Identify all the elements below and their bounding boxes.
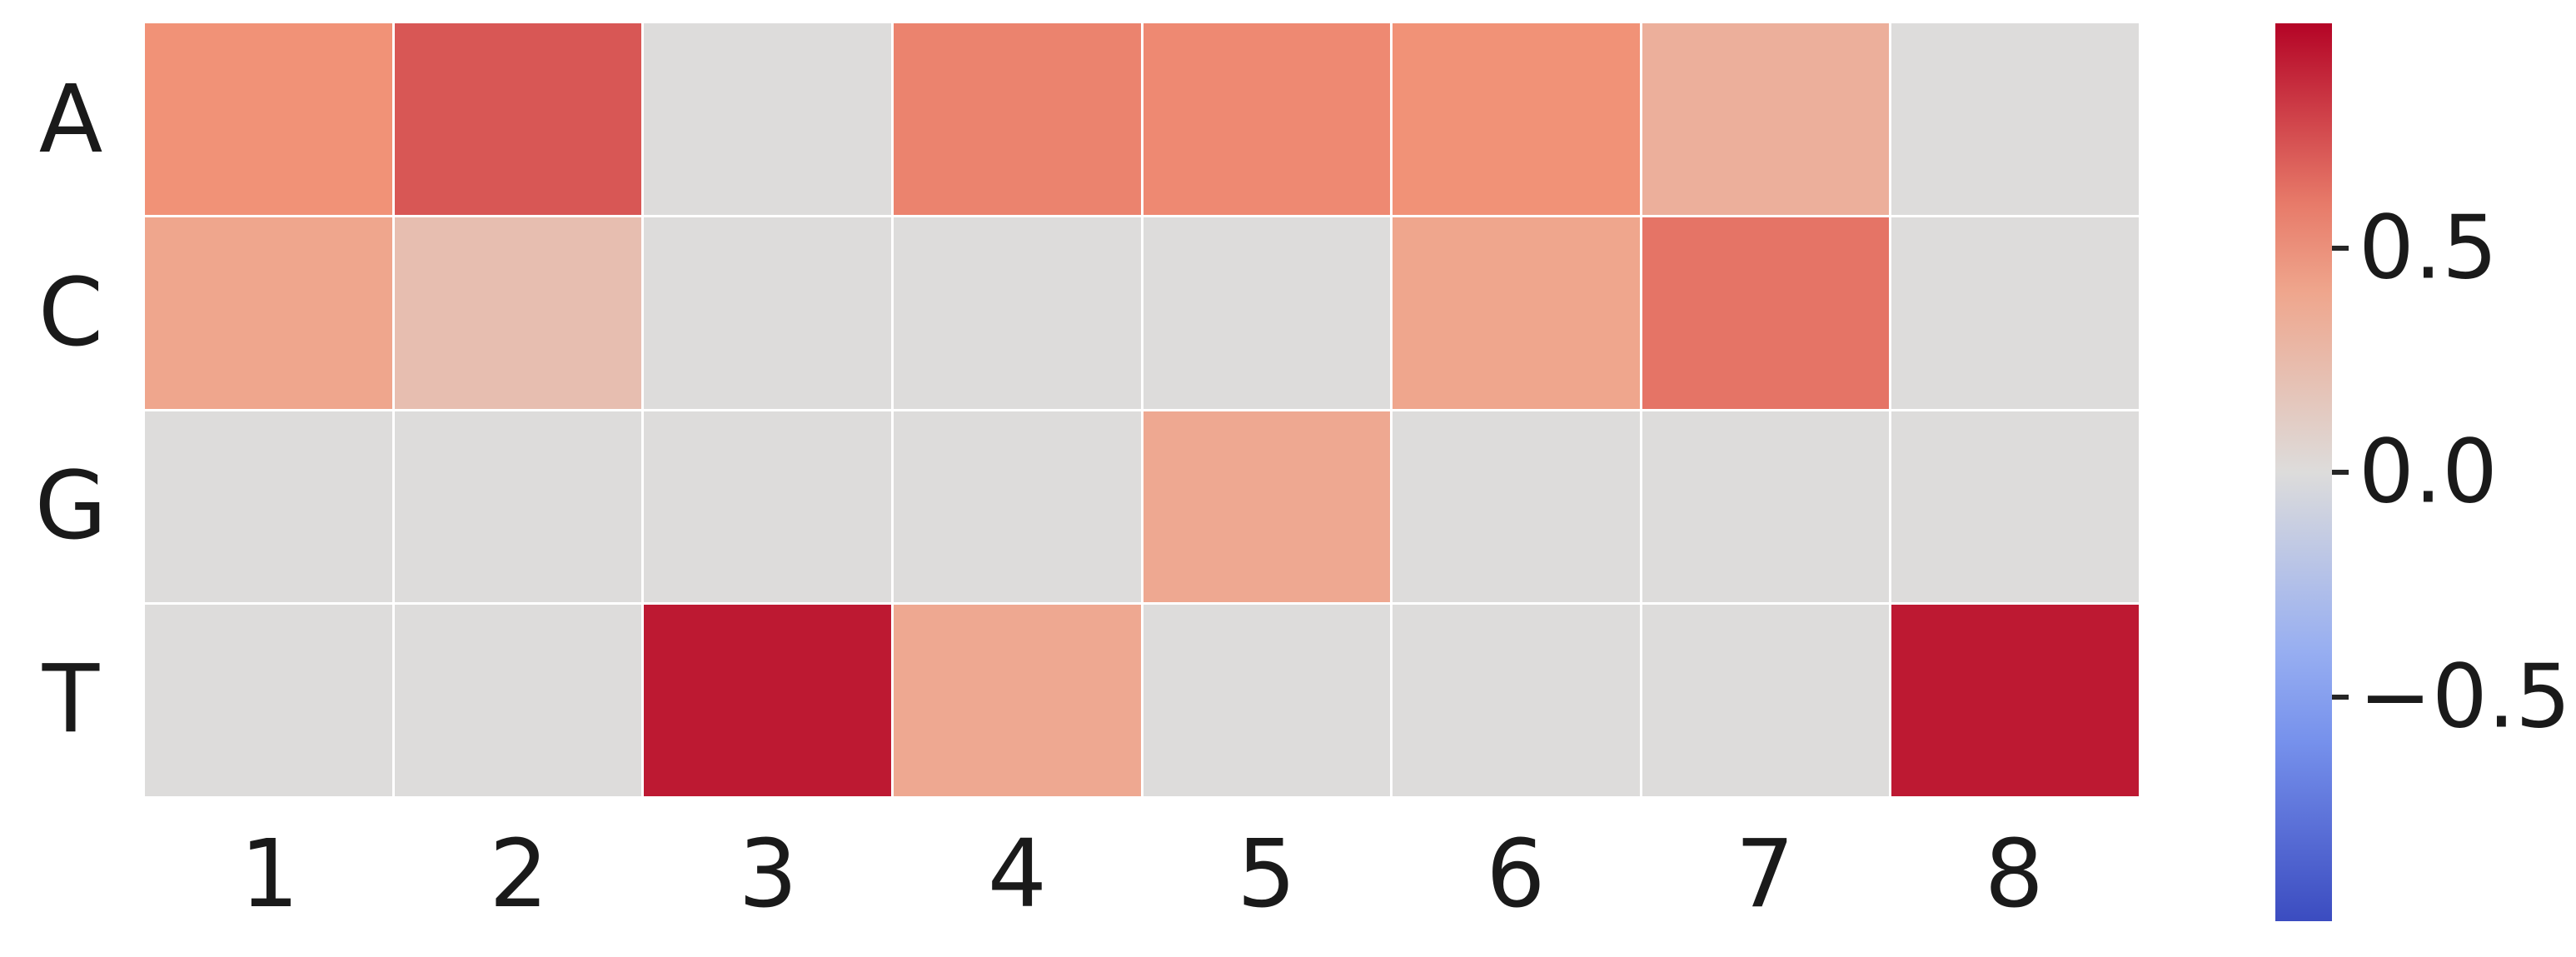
x-tick-label: 4 [987,820,1047,929]
heatmap-cell [893,23,1141,215]
colorbar-tick-mark [2332,694,2349,700]
heatmap-cell [893,605,1141,796]
heatmap-cell [1393,217,1640,409]
heatmap-cell [1143,217,1391,409]
colorbar-tick-mark [2332,470,2349,475]
heatmap-cell [644,605,891,796]
heatmap-grid [145,23,2139,796]
heatmap-cell [145,23,392,215]
colorbar-tick-label: 0.5 [2359,197,2498,298]
heatmap-cell [145,411,392,603]
colorbar: 0.5 0.0 −0.5 [2275,23,2571,921]
heatmap-cell [1393,411,1640,603]
heatmap-cell [644,23,891,215]
heatmap-cell [394,605,642,796]
heatmap-cell [1642,217,1890,409]
heatmap-cell [1891,411,2139,603]
x-tick-label: 8 [1984,820,2044,929]
y-tick-label: T [42,645,100,754]
heatmap-cell [145,217,392,409]
y-tick-label: G [34,452,107,561]
heatmap-cell [1642,605,1890,796]
heatmap-cell [1891,217,2139,409]
heatmap-cell [1393,23,1640,215]
heatmap-cell [1642,411,1890,603]
x-axis-tick-labels: 1 2 3 4 5 6 7 8 [145,812,2139,937]
colorbar-gradient [2275,23,2332,921]
heatmap-cell [1642,23,1890,215]
y-tick-label: C [37,259,104,367]
colorbar-tick-mark [2332,245,2349,251]
x-tick-label: 7 [1735,820,1795,929]
heatmap-cell [893,217,1141,409]
heatmap-cell [644,217,891,409]
colorbar-tick-label: −0.5 [2359,645,2571,747]
heatmap-cell [394,23,642,215]
heatmap-cell [1891,23,2139,215]
colorbar-tick-label: 0.0 [2359,421,2498,523]
x-tick-label: 5 [1236,820,1297,929]
heatmap-cell [1891,605,2139,796]
x-tick-label: 3 [738,820,798,929]
x-tick-label: 1 [239,820,300,929]
heatmap-cell [644,411,891,603]
heatmap-cell [394,411,642,603]
heatmap-cell [1393,605,1640,796]
heatmap-cell [394,217,642,409]
heatmap-cell [145,605,392,796]
x-tick-label: 6 [1486,820,1546,929]
heatmap-cell [893,411,1141,603]
x-tick-label: 2 [489,820,549,929]
heatmap-cell [1143,23,1391,215]
y-tick-label: A [38,66,103,174]
heatmap-cell [1143,411,1391,603]
heatmap-cell [1143,605,1391,796]
